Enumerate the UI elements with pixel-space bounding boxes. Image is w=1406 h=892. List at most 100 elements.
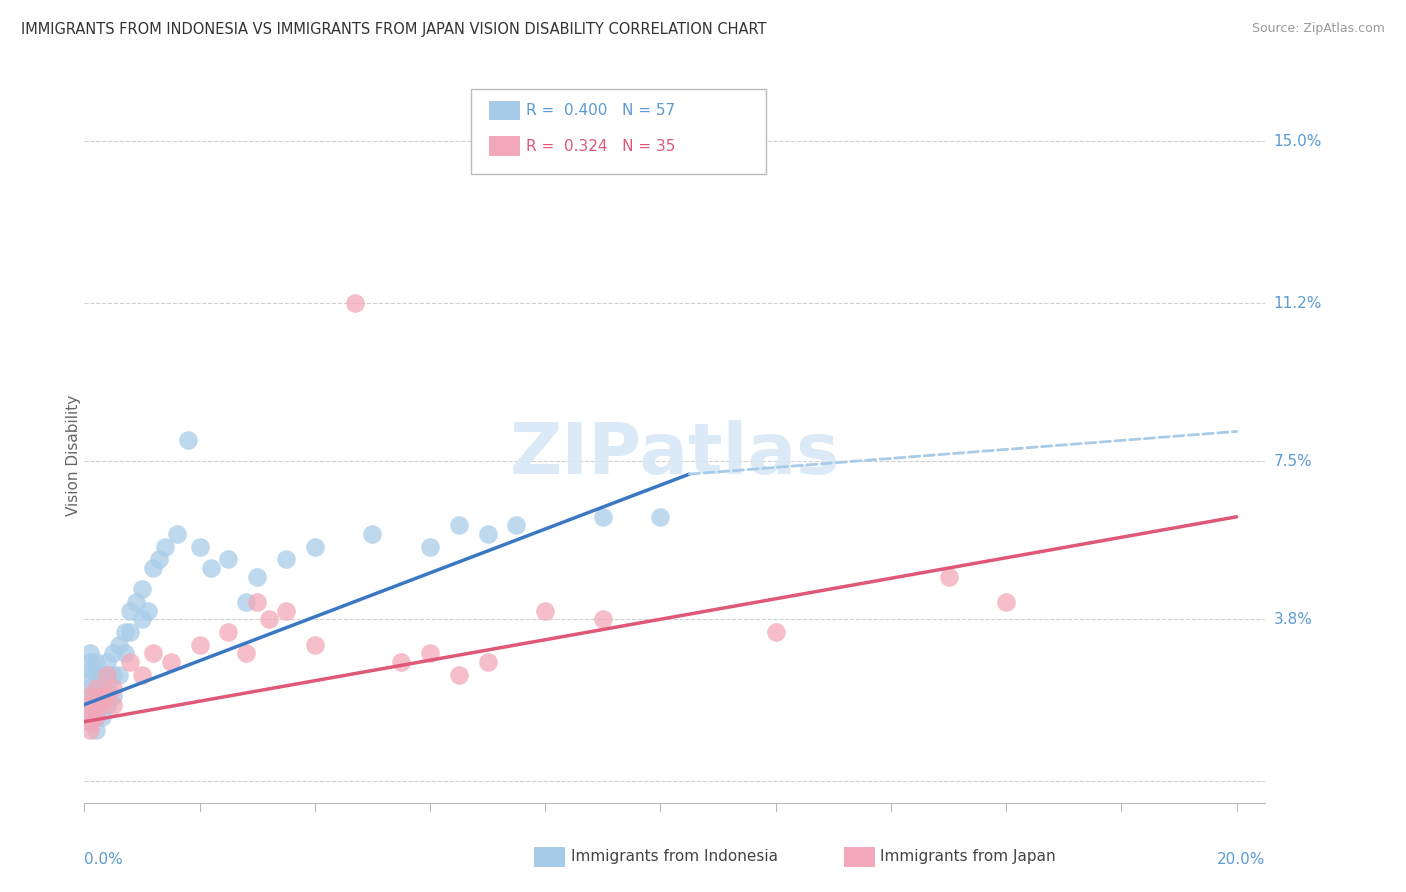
Point [84,667,107,681]
Point [84,698,107,712]
Point [419,647,441,661]
Point [131,582,153,597]
Point [344,296,367,310]
Point [90,681,112,695]
Point [84,710,107,724]
Point [79,714,101,729]
Point [995,595,1018,609]
Point [96,655,118,669]
Point [650,509,672,524]
Point [120,655,142,669]
Point [90,689,112,703]
Point [84,698,107,712]
Point [90,689,112,703]
Text: 15.0%: 15.0% [1274,134,1322,149]
Point [188,638,211,652]
Point [534,604,557,618]
Point [419,540,441,554]
Point [84,723,107,738]
Point [79,706,101,721]
Point [188,540,211,554]
Point [274,604,297,618]
Point [79,698,101,712]
Text: R =  0.400   N = 57: R = 0.400 N = 57 [526,103,675,118]
Point [120,604,142,618]
Point [148,552,170,566]
Point [447,518,470,533]
Point [274,552,297,566]
Point [200,561,222,575]
Point [79,714,101,729]
Point [257,612,280,626]
Text: R =  0.324   N = 35: R = 0.324 N = 35 [526,139,675,153]
Point [389,655,412,669]
Point [84,655,107,669]
Point [101,689,124,703]
Point [120,625,142,640]
Point [235,647,257,661]
Point [131,612,153,626]
Point [90,710,112,724]
Point [84,689,107,703]
Point [177,433,200,447]
Point [79,698,101,712]
Point [159,655,181,669]
Point [101,681,124,695]
Text: Immigrants from Indonesia: Immigrants from Indonesia [571,849,778,863]
Text: Source: ZipAtlas.com: Source: ZipAtlas.com [1251,22,1385,36]
Point [79,664,101,678]
Text: 20.0%: 20.0% [1218,852,1265,866]
Point [79,706,101,721]
Point [114,647,136,661]
Text: 7.5%: 7.5% [1274,454,1312,469]
Point [304,638,326,652]
Point [136,604,159,618]
Text: Immigrants from Japan: Immigrants from Japan [880,849,1056,863]
Point [90,698,112,712]
Point [142,647,165,661]
Point [142,561,165,575]
Text: 3.8%: 3.8% [1274,612,1313,627]
Point [79,647,101,661]
Point [108,667,131,681]
Point [96,681,118,695]
Point [938,569,960,583]
Point [79,655,101,669]
Point [79,689,101,703]
Point [765,625,787,640]
Point [79,723,101,738]
Point [79,672,101,686]
Point [79,689,101,703]
Point [246,595,269,609]
Point [131,667,153,681]
Y-axis label: Vision Disability: Vision Disability [66,394,80,516]
Point [114,625,136,640]
Point [217,625,239,640]
Point [79,681,101,695]
Point [96,689,118,703]
Point [592,612,614,626]
Point [477,527,499,541]
Point [447,667,470,681]
Point [101,667,124,681]
Point [505,518,527,533]
Point [246,569,269,583]
Point [217,552,239,566]
Point [84,681,107,695]
Point [125,595,148,609]
Point [90,698,112,712]
Point [96,667,118,681]
Point [90,667,112,681]
Point [84,710,107,724]
Point [235,595,257,609]
Point [101,647,124,661]
Text: IMMIGRANTS FROM INDONESIA VS IMMIGRANTS FROM JAPAN VISION DISABILITY CORRELATION: IMMIGRANTS FROM INDONESIA VS IMMIGRANTS … [21,22,766,37]
Point [361,527,384,541]
Point [592,509,614,524]
Point [101,698,124,712]
Text: 11.2%: 11.2% [1274,296,1322,311]
Point [477,655,499,669]
Point [84,681,107,695]
Point [96,698,118,712]
Point [166,527,188,541]
